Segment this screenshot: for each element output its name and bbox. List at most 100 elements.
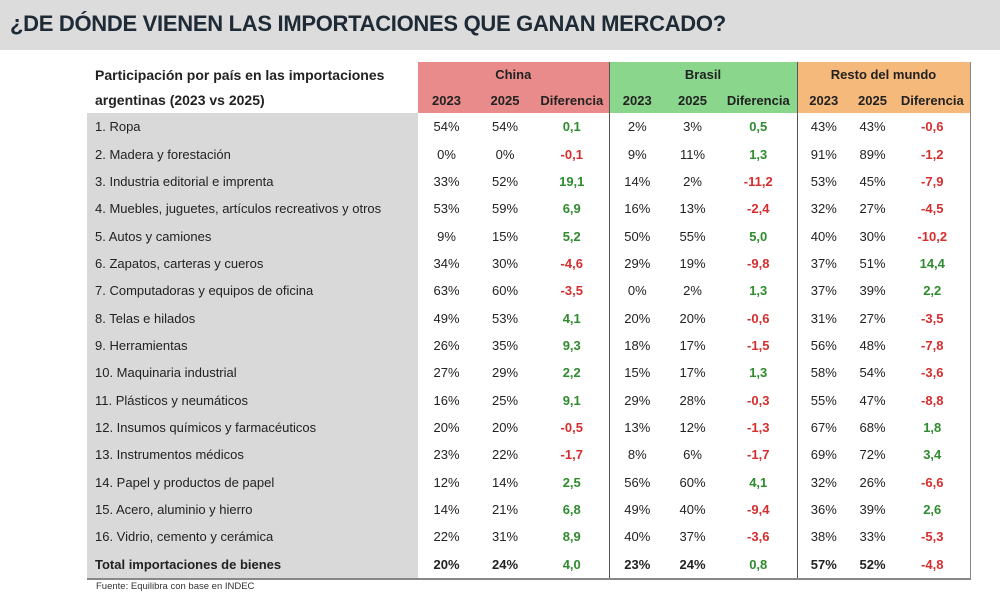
brasil-diff-cell: -3,6 — [747, 529, 770, 545]
china-2025-cell: 35% — [491, 337, 519, 353]
resto-2025-cell: 26% — [859, 474, 886, 490]
china-diff-cell: 9,1 — [562, 392, 581, 408]
resto-2025-cell: 39% — [859, 283, 886, 299]
resto-2023-cell: 69% — [796, 441, 850, 469]
china-diff-cell: -0,1 — [560, 146, 583, 162]
table-row: 1. Ropa 54% 54% 0,1 2% 3% 0,5 43% 43% -0,6 — [87, 113, 971, 141]
china-2023-cell: 53% — [433, 201, 460, 217]
resto-2023-cell: 58% — [796, 359, 850, 387]
row-label: 8. Telas e hilados — [87, 304, 418, 332]
imports-table: Participación por país en las importacio… — [87, 62, 971, 580]
china-2023-cell: 49% — [433, 310, 460, 326]
resto-diff-cell: -6,6 — [895, 468, 971, 496]
col-header-resto-2025: 2025 — [850, 87, 895, 113]
china-diff-cell: 4,0 — [535, 550, 609, 580]
row-label: 16. Vidrio, cemento y cerámica — [87, 523, 418, 551]
brasil-2025-cell: 19% — [679, 255, 706, 271]
china-2025-cell: 31% — [491, 529, 519, 545]
resto-2025-cell: 45% — [859, 173, 886, 189]
brasil-2025-cell: 2% — [683, 283, 702, 299]
china-diff-cell: 9,3 — [562, 337, 581, 353]
table-row: 10. Maquinaria industrial 27% 29% 2,2 15% 17%… — [87, 359, 971, 387]
brasil-2023-cell: 9% — [608, 140, 665, 168]
brasil-2023-cell: 14% — [608, 167, 665, 196]
group-header-resto: Resto del mundo — [796, 62, 971, 88]
table-row: 2. Madera y forestación 0% 0% -0,1 9% 11% 1,3 9… — [87, 140, 971, 168]
brasil-diff-cell: -1,3 — [747, 419, 770, 435]
table-row: 8. Telas e hilados 49% 53% 4,1 20% 20% -0,6 31%… — [87, 304, 971, 332]
brasil-diff-cell: 1,3 — [749, 146, 768, 162]
table-row: 9. Herramientas 26% 35% 9,3 18% 17% -1,5 56% 48%… — [87, 331, 971, 360]
china-2025-cell: 21% — [491, 501, 519, 517]
table-caption-line2: argentinas (2023 vs 2025) — [87, 87, 418, 113]
resto-2023-cell: 43% — [796, 113, 850, 141]
table-row: 13. Instrumentos médicos 23% 22% -1,7 8% 6% -1… — [87, 441, 971, 469]
china-diff-cell: 8,9 — [562, 529, 581, 545]
china-2025-cell: 25% — [491, 392, 519, 408]
row-label: 6. Zapatos, carteras y cueros — [87, 249, 418, 278]
brasil-2023-cell: 0% — [608, 277, 665, 305]
resto-diff-cell: 2,2 — [895, 277, 971, 305]
brasil-2023-cell: 49% — [608, 495, 665, 524]
brasil-2025-cell: 6% — [683, 447, 702, 463]
brasil-2025-cell: 37% — [679, 529, 706, 545]
china-2023-cell: 26% — [433, 337, 460, 353]
row-label: 5. Autos y camiones — [87, 222, 418, 250]
china-2023-cell: 9% — [437, 228, 456, 244]
china-2025-cell: 20% — [491, 419, 519, 435]
total-row: Total importaciones de bienes 20% 24% 4,0 23… — [87, 550, 971, 580]
china-diff-cell: -4,6 — [560, 255, 583, 271]
china-diff-cell: -0,5 — [560, 419, 583, 435]
resto-2023-cell: 53% — [796, 167, 850, 196]
china-2023-cell: 54% — [433, 119, 460, 135]
resto-2023-cell: 36% — [796, 495, 850, 524]
table-row: 12. Insumos químicos y farmacéuticos 20% 2… — [87, 413, 971, 442]
resto-diff-cell: 14,4 — [895, 249, 971, 278]
china-2025-cell: 53% — [491, 310, 519, 326]
table-row: 16. Vidrio, cemento y cerámica 22% 31% 8,9 4… — [87, 523, 971, 551]
brasil-diff-cell: -1,5 — [747, 337, 770, 353]
table-row: 15. Acero, aluminio y hierro 14% 21% 6,8 49%… — [87, 495, 971, 524]
resto-2025-cell: 52% — [850, 550, 895, 580]
row-label: 2. Madera y forestación — [87, 140, 418, 168]
china-2023-cell: 33% — [433, 173, 460, 189]
brasil-2023-cell: 2% — [608, 113, 665, 141]
resto-2025-cell: 48% — [859, 337, 886, 353]
brasil-2023-cell: 50% — [608, 222, 665, 250]
col-header-resto-2023: 2023 — [796, 87, 850, 113]
brasil-2025-cell: 17% — [679, 365, 706, 381]
china-2025-cell: 60% — [491, 283, 519, 299]
brasil-diff-cell: 1,3 — [749, 283, 768, 299]
resto-2023-cell: 37% — [796, 249, 850, 278]
brasil-2025-cell: 3% — [683, 119, 702, 135]
brasil-2025-cell: 24% — [665, 550, 720, 580]
resto-diff-cell: -7,9 — [895, 167, 971, 196]
table-row: 11. Plásticos y neumáticos 16% 25% 9,1 29% 28… — [87, 386, 971, 414]
brasil-diff-cell: 0,5 — [749, 119, 768, 135]
brasil-2023-cell: 40% — [608, 523, 665, 551]
china-2023-cell: 34% — [433, 255, 460, 271]
brasil-2023-cell: 8% — [608, 441, 665, 469]
china-diff-cell: 2,5 — [562, 474, 581, 490]
china-2023-cell: 14% — [433, 501, 460, 517]
resto-diff-cell: -5,3 — [895, 523, 971, 551]
resto-2025-cell: 72% — [859, 447, 886, 463]
china-2023-cell: 16% — [433, 392, 460, 408]
china-diff-cell: 4,1 — [562, 310, 581, 326]
china-diff-cell: -3,5 — [560, 283, 583, 299]
row-label: Total importaciones de bienes — [87, 550, 418, 580]
row-label: 3. Industria editorial e imprenta — [87, 167, 418, 196]
resto-2023-cell: 38% — [796, 523, 850, 551]
resto-diff-cell: -10,2 — [895, 222, 971, 250]
resto-diff-cell: -0,6 — [895, 113, 971, 141]
resto-2023-cell: 57% — [796, 550, 850, 580]
resto-2025-cell: 30% — [859, 228, 886, 244]
china-diff-cell: 0,1 — [562, 119, 581, 135]
resto-diff-cell: -4,8 — [895, 550, 971, 580]
brasil-2023-cell: 18% — [608, 331, 665, 360]
china-2025-cell: 54% — [491, 119, 519, 135]
brasil-diff-cell: 4,1 — [749, 474, 768, 490]
china-2025-cell: 0% — [495, 146, 515, 162]
table-row: 6. Zapatos, carteras y cueros 34% 30% -4,6 2… — [87, 249, 971, 278]
resto-2023-cell: 56% — [796, 331, 850, 360]
